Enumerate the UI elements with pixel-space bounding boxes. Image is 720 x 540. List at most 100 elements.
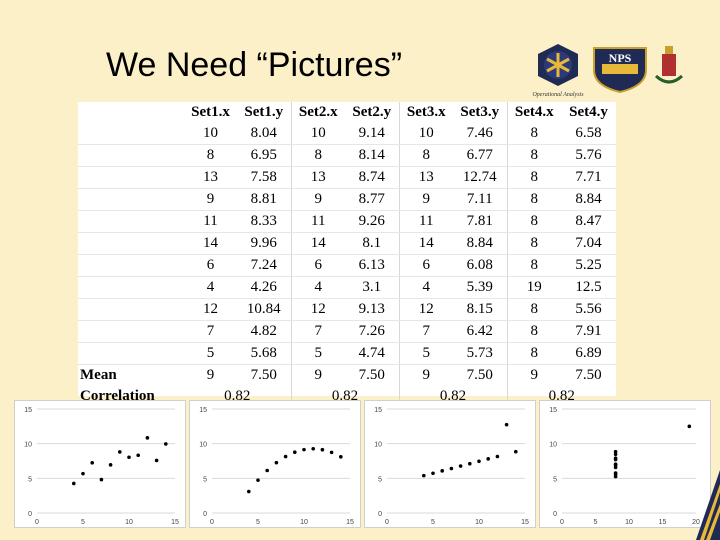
- table-cell: 6.08: [453, 254, 507, 277]
- table-cell: 14: [290, 232, 345, 255]
- table-cell: 13: [184, 166, 237, 189]
- col-header: Set2.x: [290, 102, 345, 123]
- table-cell: 9: [398, 364, 453, 386]
- x-tick-label: 0: [210, 519, 214, 526]
- y-tick-label: 10: [549, 442, 557, 449]
- scatter-point: [247, 489, 251, 494]
- table-cell: 8.04: [237, 123, 291, 145]
- table-row: 10 8.04 10 9.14 10 7.46 8 6.58: [78, 123, 616, 145]
- scatter-point: [99, 477, 104, 482]
- table-cell: 3.1: [345, 276, 399, 299]
- logo-strip: Operational Analysis NPS: [528, 40, 720, 102]
- y-tick-label: 10: [24, 442, 32, 449]
- table-cell: 8: [506, 298, 561, 321]
- table-cell: 10: [184, 123, 237, 145]
- scatter-point: [256, 478, 260, 482]
- scatter-point: [613, 472, 618, 477]
- table-cell: 4.82: [237, 320, 291, 343]
- table-cell: 8.1: [345, 232, 399, 255]
- anscombe-table: Set1.x Set1.y Set2.x Set2.y Set3.x Set3.…: [78, 102, 616, 407]
- scatter-point: [72, 481, 76, 486]
- scatter-point: [504, 422, 509, 427]
- table-cell: 9: [506, 364, 561, 386]
- scatter-point: [283, 454, 288, 459]
- operational-analysis-logo: Operational Analysis: [532, 44, 584, 98]
- table-cell: 7.58: [237, 166, 291, 189]
- table-cell: 9: [184, 188, 237, 211]
- table-cell: 7.11: [453, 188, 507, 211]
- y-tick-label: 0: [203, 511, 207, 518]
- table-cell: 7.50: [358, 367, 385, 383]
- table-cell: 8: [506, 232, 561, 255]
- scatter-point: [274, 460, 279, 465]
- table-cell: 19: [506, 276, 561, 299]
- table-cell: 7.24: [237, 254, 291, 277]
- scatter-point: [422, 473, 426, 478]
- col-header: Set1.y: [244, 104, 284, 120]
- col-header: Set4.y: [569, 104, 608, 120]
- table-cell: 9.14: [345, 123, 399, 145]
- table-row: 14 9.96 14 8.1 14 8.84 8 7.04: [78, 232, 616, 255]
- scatter-point: [136, 453, 140, 458]
- y-tick-label: 15: [549, 407, 557, 414]
- table-cell: 14: [398, 232, 453, 255]
- col-header: Set2.y: [352, 104, 392, 120]
- scatter-point: [477, 459, 481, 464]
- mean-label: Mean: [80, 367, 117, 383]
- x-tick-label: 20: [692, 519, 700, 526]
- table-cell: 7: [184, 320, 237, 343]
- table-cell: 8.15: [453, 298, 507, 321]
- table-cell: 6: [184, 254, 237, 277]
- table-row: 8 6.95 8 8.14 8 6.77 8 5.76: [78, 144, 616, 167]
- table-cell: 12: [290, 298, 345, 321]
- scatter-point: [613, 449, 618, 454]
- table-cell: 6: [290, 254, 345, 277]
- table-cell: 8: [506, 123, 561, 145]
- col-header: Set3.x: [398, 102, 453, 123]
- table-cell: 13: [290, 166, 345, 189]
- y-tick-label: 10: [199, 442, 207, 449]
- table-cell: 5: [290, 342, 345, 365]
- y-tick-label: 10: [374, 442, 382, 449]
- x-tick-label: 10: [475, 519, 483, 526]
- scatter-point: [687, 424, 692, 429]
- table-row: 5 5.68 5 4.74 5 5.73 8 6.89: [78, 342, 616, 365]
- x-tick-label: 5: [81, 519, 85, 526]
- table-cell: 7.50: [250, 367, 277, 383]
- table-cell: 11: [184, 210, 237, 233]
- table-cell: 5: [184, 342, 237, 365]
- scatter-point: [302, 447, 306, 452]
- col-header: Set1.x: [191, 104, 230, 120]
- table-cell: 8: [506, 342, 561, 365]
- table-cell: 6.58: [561, 123, 616, 145]
- table-cell: 6.95: [237, 144, 291, 167]
- table-cell: 8.33: [237, 210, 291, 233]
- table-cell: 7.71: [561, 166, 616, 189]
- scatter-point: [81, 471, 85, 476]
- scatter-point: [468, 461, 472, 466]
- table-cell: 11: [290, 210, 345, 233]
- y-tick-label: 5: [203, 476, 207, 483]
- table-cell: 8: [506, 166, 561, 189]
- x-tick-label: 5: [256, 519, 260, 526]
- table-row: 4 4.26 4 3.1 4 5.39 19 12.5: [78, 276, 616, 299]
- table-cell: 8.14: [345, 144, 399, 167]
- table-cell: 8: [506, 210, 561, 233]
- table-cell: 8: [184, 144, 237, 167]
- table-cell: 5: [398, 342, 453, 365]
- table-cell: 10.84: [237, 298, 291, 321]
- scatter-point: [514, 449, 518, 454]
- table-cell: 12: [398, 298, 453, 321]
- x-tick-label: 10: [625, 519, 633, 526]
- data-table-panel: Set1.x Set1.y Set2.x Set2.y Set3.x Set3.…: [78, 102, 616, 407]
- table-cell: 9: [398, 188, 453, 211]
- nps-logo: NPS: [593, 47, 647, 94]
- col-header: Set4.x: [506, 102, 561, 123]
- scatter-point: [311, 446, 315, 451]
- col-header: Set3.y: [460, 104, 500, 120]
- scatter-point: [118, 450, 122, 454]
- table-cell: 14: [184, 232, 237, 255]
- table-cell: 10: [398, 123, 453, 145]
- table-cell: 8: [398, 144, 453, 167]
- x-tick-label: 0: [560, 519, 564, 526]
